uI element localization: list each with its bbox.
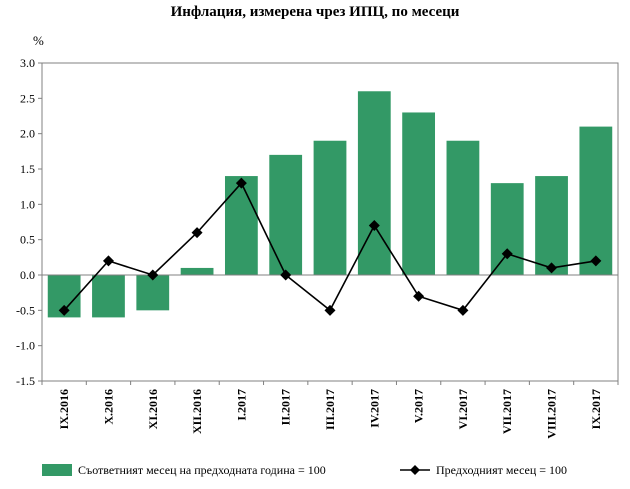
line-point: [147, 269, 159, 281]
line-point: [102, 255, 114, 267]
y-tick-label: 3.0: [20, 56, 35, 70]
x-category-label: VI.2017: [456, 389, 470, 429]
bar: [402, 112, 436, 275]
bar: [446, 140, 480, 275]
y-tick-label: 0.0: [20, 268, 35, 282]
x-category-label: VIII.2017: [545, 389, 559, 439]
bar: [313, 140, 347, 275]
legend-line-marker: [410, 465, 420, 475]
x-category-label: XI.2016: [146, 389, 160, 429]
bar: [224, 176, 258, 275]
bar: [180, 267, 214, 275]
x-category-label: X.2016: [101, 389, 115, 425]
y-tick-label: 1.0: [20, 197, 35, 211]
y-tick-label: 2.5: [20, 91, 35, 105]
legend-bar-label: Съответният месец на предходната година …: [78, 463, 326, 477]
y-tick-label: 2.0: [20, 127, 35, 141]
x-category-label: IX.2016: [57, 389, 71, 429]
bar: [535, 176, 568, 275]
line-point: [191, 227, 203, 239]
x-category-label: II.2017: [279, 389, 293, 425]
line-point: [58, 304, 70, 316]
x-category-label: V.2017: [412, 389, 426, 423]
y-tick-label: 1.5: [20, 162, 35, 176]
x-category-label: VII.2017: [500, 389, 514, 434]
bar: [579, 126, 613, 275]
y-tick-label: -0.5: [16, 303, 35, 317]
line-point: [235, 177, 247, 189]
plot-area: [41, 62, 619, 382]
y-tick-label: 0.5: [20, 233, 35, 247]
chart-title: Инфлация, измерена чрез ИПЦ, по месеци: [170, 4, 460, 20]
y-axis-unit: %: [33, 33, 44, 48]
x-category-label: III.2017: [323, 389, 337, 430]
x-category-label: I.2017: [234, 389, 248, 421]
bar: [92, 275, 125, 318]
x-category-label: IV.2017: [367, 389, 381, 428]
x-category-label: XII.2016: [190, 389, 204, 434]
line-point: [324, 304, 336, 316]
bar: [490, 183, 524, 275]
x-category-label: IX.2017: [589, 389, 603, 429]
legend-bar-swatch: [42, 464, 72, 476]
bar: [136, 275, 170, 311]
line-point: [413, 290, 425, 302]
line-point: [590, 255, 602, 267]
line-point: [546, 262, 558, 274]
y-tick-label: -1.0: [16, 339, 35, 353]
legend-line-label: Предходният месец = 100: [436, 463, 567, 477]
line-point: [368, 220, 380, 232]
y-tick-label: -1.5: [16, 374, 35, 388]
bar: [269, 154, 303, 275]
line-point: [501, 248, 513, 260]
line-point: [457, 304, 469, 316]
line-point: [280, 269, 292, 281]
